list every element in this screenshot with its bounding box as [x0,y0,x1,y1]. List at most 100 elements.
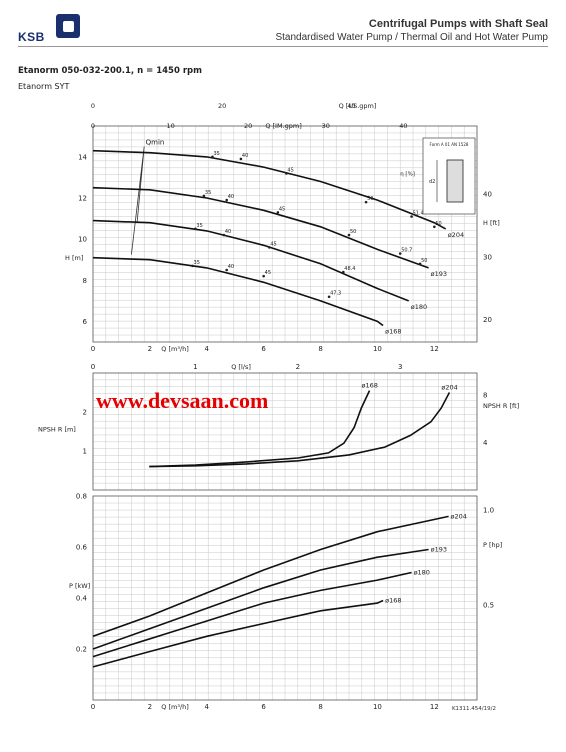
top-axis-tick-label: 0 [91,102,95,110]
power-series-label-ø204: ø204 [451,512,467,520]
efficiency-label: 50 [435,221,441,227]
efficiency-point [433,225,436,229]
plot-frame [92,495,478,701]
npsh-series-label-ø168: ø168 [361,382,377,390]
x-tick-label: 2 [148,345,152,353]
efficiency-point [194,227,197,231]
y-tick-label: 8 [83,277,87,285]
series-label-ø180: ø180 [411,303,427,311]
efficiency-label: 40 [228,194,234,200]
efficiency-label: 50 [350,229,356,235]
series-line-ø193 [92,186,429,269]
power-x-tick-label: 8 [318,703,322,711]
plot-frame [92,372,478,491]
top-axis-tick-label: 20 [244,122,252,130]
efficiency-point [225,268,228,272]
efficiency-point [398,252,402,255]
npsh-y-tick-label: 1 [83,448,87,456]
ksb-logo-icon [56,14,80,38]
top-axis-tick-label: 30 [322,122,330,130]
power-x-axis-label: Q [m³/h] [161,703,189,711]
y2-tick-label: 20 [483,316,492,324]
x-tick-label: 6 [261,345,266,353]
brand-text: KSB [18,30,45,44]
efficiency-point [276,211,280,214]
plot-frame [92,125,478,343]
efficiency-point [222,233,226,237]
power-series-label-ø193: ø193 [431,546,447,554]
series-line-ø204 [149,392,451,468]
efficiency-point [347,233,351,237]
power-x-tick-label: 0 [91,703,95,711]
power-y2-tick-label: 0.5 [483,601,494,609]
y-tick-label: 6 [83,318,88,326]
series-line-ø180 [92,571,412,658]
power-x-tick-label: 6 [261,703,266,711]
efficiency-axis-label: η [%] [400,171,415,177]
power-y2-tick-label: 1.0 [483,506,494,514]
x-axis-label: Q [m³/h] [161,345,189,353]
y-tick-label: 12 [78,195,87,203]
efficiency-label: 40 [225,229,231,235]
power-y-tick-label: 0.6 [76,544,88,552]
y-tick-label: 14 [78,153,87,161]
top-axis-tick-label: 40 [399,122,407,130]
ksb-logo: KSB [18,14,80,52]
impeller-shape [446,159,464,203]
power-y2-axis-label: P [hp] [483,541,502,549]
series-line-ø204 [92,515,449,638]
efficiency-point [268,246,271,249]
impeller-inset-label: Form A 01 AN 1528 [430,142,469,147]
efficiency-point [262,274,265,278]
npsh-series-label-ø204: ø204 [441,384,457,392]
x-tick-label: 0 [91,345,95,353]
efficiency-label: 35 [213,151,219,157]
npsh-y-tick-label: 2 [83,409,87,417]
power-y-axis-label: P [kW] [69,582,90,590]
npsh-x-tick-label: 3 [398,363,402,371]
y-tick-label: 10 [78,236,87,244]
y2-tick-label: 30 [483,253,492,261]
watermark-text: www.devsaan.com [96,388,269,413]
npsh-x-tick-label: 1 [193,363,197,371]
npsh-x-tick-label: 2 [296,363,300,371]
model-line: Etanorm 050-032-200.1, n = 1450 rpm [18,66,202,76]
efficiency-label: 45 [287,167,293,173]
top-axis-tick-label: 0 [91,122,95,130]
efficiency-point [342,270,345,274]
efficiency-label: 50.7 [401,248,412,254]
efficiency-point [285,172,288,175]
efficiency-point [191,264,194,268]
efficiency-label: 45 [279,206,285,212]
power-x-tick-label: 2 [148,703,152,711]
power-series-label-ø180: ø180 [414,569,430,577]
x-tick-label: 12 [430,345,439,353]
efficiency-point [327,295,331,299]
efficiency-label: 48.4 [344,266,355,272]
qmin-label: Qmin [146,139,165,147]
efficiency-point [239,157,243,161]
efficiency-label: 45 [265,270,271,276]
document-subtitle: Standardised Water Pump / Thermal Oil an… [275,32,548,43]
x-tick-label: 4 [205,345,210,353]
y2-tick-label: 40 [483,191,492,199]
top-axis-label-imgpm: Q [IM.gpm] [265,122,301,130]
qmin-line [131,146,145,255]
efficiency-label: 50 [367,196,373,202]
power-y-tick-label: 0.8 [76,493,87,501]
impeller-dim-label: d2 [429,179,435,185]
series-line-ø193 [92,548,429,650]
npsh-y2-axis-label: NPSH R [ft] [483,402,519,410]
power-y-tick-label: 0.2 [76,646,87,654]
efficiency-point [225,198,228,202]
npsh-y-axis-label: NPSH R [m] [38,426,76,434]
power-y-tick-label: 0.4 [76,595,88,603]
efficiency-label: 35 [196,223,202,229]
document-title: Centrifugal Pumps with Shaft Seal [368,18,548,30]
efficiency-point [410,215,413,218]
header-divider [18,46,548,47]
footer-code: K1311.454/19/2 [451,706,496,712]
efficiency-label: 35 [194,260,200,266]
series-line-ø204 [92,149,447,230]
